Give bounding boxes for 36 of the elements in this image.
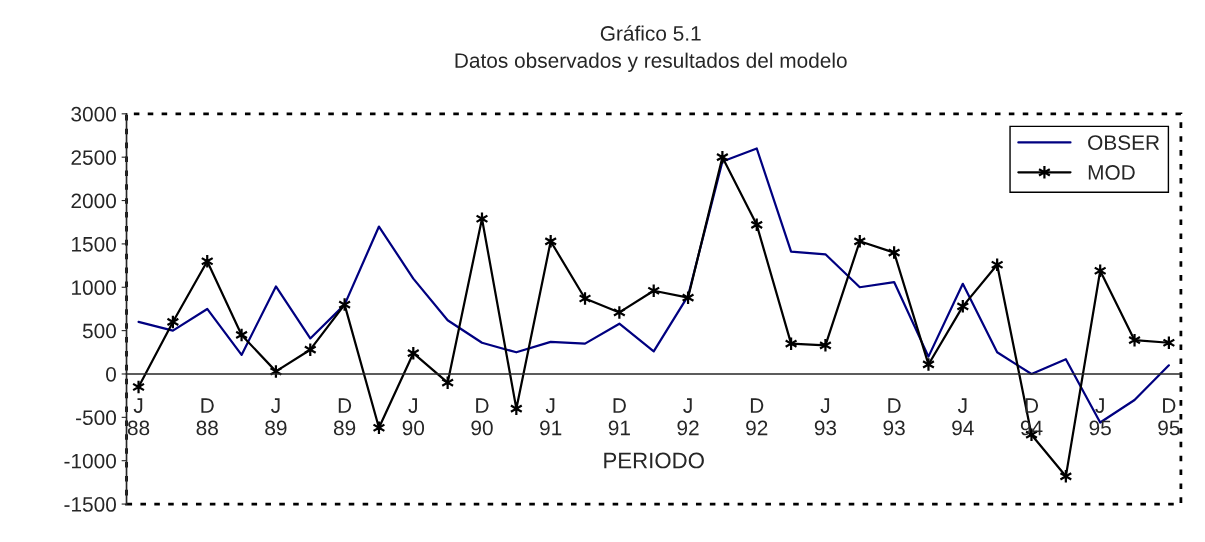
y-tick-label: -1500 xyxy=(64,497,116,512)
x-tick-label: J 92 xyxy=(677,398,699,436)
y-tick-label: 2500 xyxy=(71,150,116,165)
chart-title: Gráfico 5.1 xyxy=(600,25,701,41)
y-tick-label: 1500 xyxy=(72,236,116,252)
point xyxy=(921,357,935,372)
x-tick-label: D 95 xyxy=(1158,398,1180,436)
x-tick-label: D 91 xyxy=(608,398,630,436)
x-tick-label: D 90 xyxy=(471,398,493,436)
y-tick-label: 500 xyxy=(82,323,116,339)
x-tick-label: J 89 xyxy=(265,398,287,436)
x-axis-title: PERIODO xyxy=(604,452,704,469)
y-tick-label: -1000 xyxy=(64,453,116,469)
x-tick-label: J 94 xyxy=(952,398,974,436)
legend-label: OBSER xyxy=(1088,135,1160,150)
x-tick-label: J 88 xyxy=(127,398,150,436)
x-tick-label: J 95 xyxy=(1089,398,1111,436)
point xyxy=(132,379,146,395)
x-tick-label: J 90 xyxy=(402,398,425,436)
chart-subtitle: Datos observados y resultados del modelo xyxy=(455,52,847,73)
y-tick-label: 2000 xyxy=(71,193,116,209)
x-tick-label: D 93 xyxy=(883,398,905,436)
y-tick-label: 1000 xyxy=(72,280,116,296)
point xyxy=(235,327,249,343)
legend-label: MOD xyxy=(1088,165,1135,180)
point xyxy=(1128,332,1142,348)
y-tick-label: 3000 xyxy=(71,106,116,122)
point xyxy=(715,149,729,165)
point xyxy=(818,338,832,353)
y-tick-label: -500 xyxy=(76,410,116,426)
x-tick-label: J 91 xyxy=(540,398,562,436)
x-tick-label: D 89 xyxy=(333,398,356,436)
x-tick-label: D 88 xyxy=(196,398,218,436)
x-tick-label: D 92 xyxy=(746,398,768,436)
x-tick-label: J 93 xyxy=(814,398,837,436)
y-tick-label: 0 xyxy=(106,366,116,382)
